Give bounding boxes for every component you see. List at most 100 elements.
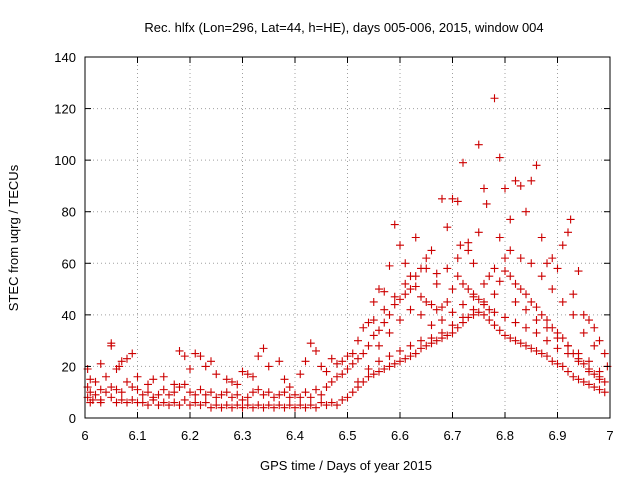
data-point bbox=[291, 390, 299, 399]
data-point bbox=[264, 362, 273, 371]
data-point bbox=[322, 383, 331, 392]
data-point bbox=[532, 161, 541, 170]
data-point bbox=[91, 390, 100, 399]
data-point bbox=[228, 393, 236, 402]
y-tick-label: 40 bbox=[62, 308, 76, 323]
data-point bbox=[411, 282, 420, 291]
data-point bbox=[459, 279, 467, 288]
data-point bbox=[506, 215, 515, 224]
data-point bbox=[296, 370, 305, 379]
data-point bbox=[375, 367, 383, 376]
data-point bbox=[369, 370, 378, 379]
y-tick-label: 0 bbox=[69, 411, 76, 426]
data-point bbox=[312, 346, 320, 355]
y-tick-label: 80 bbox=[62, 205, 76, 220]
data-point bbox=[175, 401, 184, 410]
data-point bbox=[506, 246, 515, 255]
data-point bbox=[280, 375, 289, 384]
data-point bbox=[327, 354, 336, 363]
data-point bbox=[338, 357, 347, 366]
data-point bbox=[579, 328, 588, 337]
data-point bbox=[128, 395, 137, 404]
data-point bbox=[91, 377, 100, 386]
data-point bbox=[385, 261, 394, 270]
data-point bbox=[459, 158, 467, 167]
data-point bbox=[595, 367, 604, 376]
data-point bbox=[380, 365, 389, 374]
data-point bbox=[574, 349, 583, 358]
data-point bbox=[579, 359, 588, 368]
data-point bbox=[574, 375, 583, 384]
data-point bbox=[186, 388, 194, 397]
data-point bbox=[306, 393, 315, 402]
data-point bbox=[222, 375, 231, 384]
data-point bbox=[322, 367, 331, 376]
data-point bbox=[138, 390, 147, 399]
data-point bbox=[228, 403, 236, 412]
x-tick-label: 6.6 bbox=[391, 428, 409, 443]
data-point bbox=[564, 367, 572, 376]
data-point bbox=[443, 297, 452, 306]
data-point bbox=[233, 390, 242, 399]
data-point bbox=[522, 305, 530, 314]
data-point bbox=[438, 316, 446, 325]
data-point bbox=[600, 349, 609, 358]
data-point bbox=[406, 285, 415, 294]
data-point bbox=[212, 393, 221, 402]
data-point bbox=[285, 393, 294, 402]
data-point bbox=[317, 398, 326, 407]
data-point bbox=[574, 267, 583, 276]
data-point bbox=[522, 341, 530, 350]
data-point bbox=[474, 228, 483, 237]
data-point bbox=[480, 310, 488, 319]
data-point bbox=[180, 395, 189, 404]
data-point bbox=[511, 176, 520, 185]
data-point bbox=[354, 354, 362, 363]
data-point bbox=[427, 246, 436, 255]
data-point bbox=[107, 383, 116, 392]
data-point bbox=[569, 372, 578, 381]
data-point bbox=[264, 388, 273, 397]
data-point bbox=[480, 300, 488, 309]
data-point bbox=[501, 184, 509, 193]
data-point bbox=[117, 388, 126, 397]
data-point bbox=[543, 316, 551, 325]
x-tick-label: 6 bbox=[81, 428, 88, 443]
data-point bbox=[285, 401, 294, 410]
x-tick-label: 6.2 bbox=[181, 428, 199, 443]
data-point bbox=[254, 385, 263, 394]
data-point bbox=[312, 403, 320, 412]
data-point bbox=[275, 401, 284, 410]
data-point bbox=[422, 254, 431, 263]
x-tick-label: 6.4 bbox=[286, 428, 304, 443]
data-point bbox=[558, 241, 567, 250]
data-point bbox=[417, 336, 425, 345]
data-point bbox=[159, 372, 168, 381]
data-point bbox=[585, 357, 593, 366]
data-point bbox=[432, 269, 441, 278]
data-point bbox=[532, 328, 541, 337]
data-point bbox=[537, 272, 546, 281]
data-point bbox=[464, 238, 473, 247]
data-point bbox=[448, 308, 457, 317]
data-point bbox=[212, 401, 221, 410]
data-point bbox=[107, 339, 116, 348]
data-point bbox=[516, 254, 525, 263]
data-point bbox=[233, 401, 242, 410]
data-point bbox=[553, 264, 562, 273]
data-point bbox=[364, 341, 373, 350]
data-point bbox=[574, 357, 583, 366]
x-tick-label: 6.3 bbox=[233, 428, 251, 443]
data-point bbox=[516, 339, 525, 348]
x-tick-label: 6.9 bbox=[548, 428, 566, 443]
data-point bbox=[490, 290, 499, 299]
data-point bbox=[569, 310, 578, 319]
data-point bbox=[270, 403, 278, 412]
data-point bbox=[159, 398, 168, 407]
data-point bbox=[149, 395, 158, 404]
axis-ticks bbox=[84, 56, 611, 419]
data-point bbox=[207, 388, 215, 397]
data-point bbox=[590, 370, 599, 379]
data-point bbox=[456, 241, 465, 250]
data-point bbox=[464, 246, 473, 255]
